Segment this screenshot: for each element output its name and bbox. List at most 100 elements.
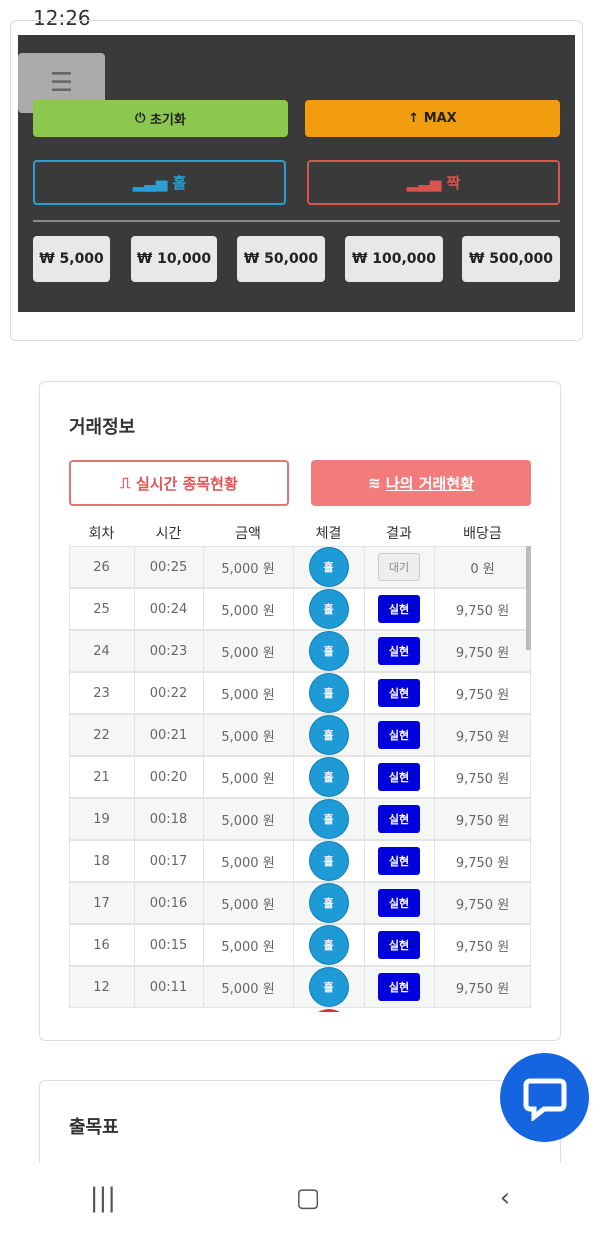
status-badge: 실현 [378,679,420,707]
table-cell: 25 [93,601,110,617]
table-cell: 00:20 [149,769,188,785]
table-cell: 5,000 원 [221,897,275,913]
column-divider [293,546,294,588]
result-circle: 홀 [308,925,349,965]
amount-button[interactable]: ₩ 10,000 [131,236,217,282]
history-title: 출목표 [69,1117,119,1138]
table-cell: 00:17 [149,853,188,869]
table-cell: 9,750 원 [455,939,510,955]
column-divider [203,672,204,714]
column-header: 시간 [155,526,182,542]
pick-label: 홀 [323,939,334,952]
tab-label: 실시간 종목현황 [135,474,238,493]
column-divider [434,798,435,840]
table-cell: 24 [93,643,110,659]
table-cell: 9,750 원 [455,981,510,997]
column-divider [293,798,294,840]
max-button[interactable]: ↑ MAX [305,100,560,137]
tab-mine[interactable]: ≋ 나의 거래현황 [311,460,531,506]
amount-button[interactable]: ₩ 5,000 [33,236,110,282]
status-badge: 실현 [378,847,420,875]
tab-label: 나의 거래현황 [385,474,474,493]
control-card [10,20,583,341]
column-divider [134,882,135,924]
column-divider [134,588,135,630]
table-cell: 9,750 원 [455,855,510,871]
column-divider [434,966,435,1008]
table-row [69,546,531,588]
table-cell: 5,000 원 [221,687,275,703]
table-cell: 5,000 원 [221,855,275,871]
table-row [69,672,531,714]
table-cell: 9,750 원 [455,729,510,745]
pick-label: 홀 [323,771,334,784]
amount-button[interactable]: ₩ 500,000 [462,236,560,282]
even-button[interactable]: ▂▃▅ 짝 [307,160,560,205]
column-header: 체결 [315,526,342,542]
table-cell: 18 [93,853,110,869]
result-circle: 홀 [308,631,349,671]
table-row [69,882,531,924]
table-row [69,756,531,798]
column-divider [434,588,435,630]
column-divider [134,672,135,714]
table-cell: 17 [93,895,110,911]
scrollbar [526,546,531,650]
column-divider [134,630,135,672]
table-cell: 9,750 원 [455,645,510,661]
amount-button[interactable]: ₩ 100,000 [345,236,443,282]
nav-recent[interactable]: ||| [89,1183,117,1213]
nav-back[interactable]: ‹ [499,1183,511,1213]
table-cell: 00:25 [149,559,188,575]
table-cell: 00:21 [149,727,188,743]
table-row [69,924,531,966]
column-divider [293,588,294,630]
pick-label: 홀 [323,687,334,700]
table-cell: 9,750 원 [455,897,510,913]
column-divider [364,756,365,798]
trade-card [39,381,561,1041]
column-divider [134,924,135,966]
column-divider [203,798,204,840]
column-divider [134,756,135,798]
table-cell: 00:11 [149,979,188,995]
table-cell: 9,750 원 [455,603,510,619]
pick-label: 홀 [323,729,334,742]
table-row [69,966,531,1008]
column-divider [364,966,365,1008]
trade-title: 거래정보 [69,417,136,438]
status-badge: 실현 [378,805,420,833]
table-row [69,588,531,630]
nav-home[interactable]: ▢ [295,1183,321,1213]
status-badge: 대기 [378,553,420,581]
chat-button[interactable] [500,1053,589,1142]
result-circle: 홀 [308,883,349,923]
column-divider [203,966,204,1008]
table-cell: 0 원 [470,561,495,577]
reset-button[interactable]: ⏻ 초기화 [33,100,288,137]
table-cell: 5,000 원 [221,645,275,661]
pick-label: 홀 [323,981,334,994]
odd-button[interactable]: ▂▃▅ 홀 [33,160,286,205]
table-cell: 23 [93,685,110,701]
table-row [69,840,531,882]
column-divider [134,546,135,588]
table-cell: 9,750 원 [455,771,510,787]
nav-bar: ||| ▢ ‹ [0,1163,600,1233]
status-badge: 실현 [378,931,420,959]
column-divider [364,546,365,588]
column-divider [134,714,135,756]
column-divider [364,798,365,840]
pick-label: 홀 [323,897,334,910]
table-row [69,798,531,840]
column-divider [134,966,135,1008]
column-divider [434,840,435,882]
table-cell: 5,000 원 [221,939,275,955]
tab-realtime[interactable]: ⎍ 실시간 종목현황 [69,460,289,506]
column-divider [434,714,435,756]
table-cell: 19 [93,811,110,827]
column-divider [203,546,204,588]
amount-button[interactable]: ₩ 50,000 [237,236,325,282]
result-circle: 홀 [308,841,349,881]
